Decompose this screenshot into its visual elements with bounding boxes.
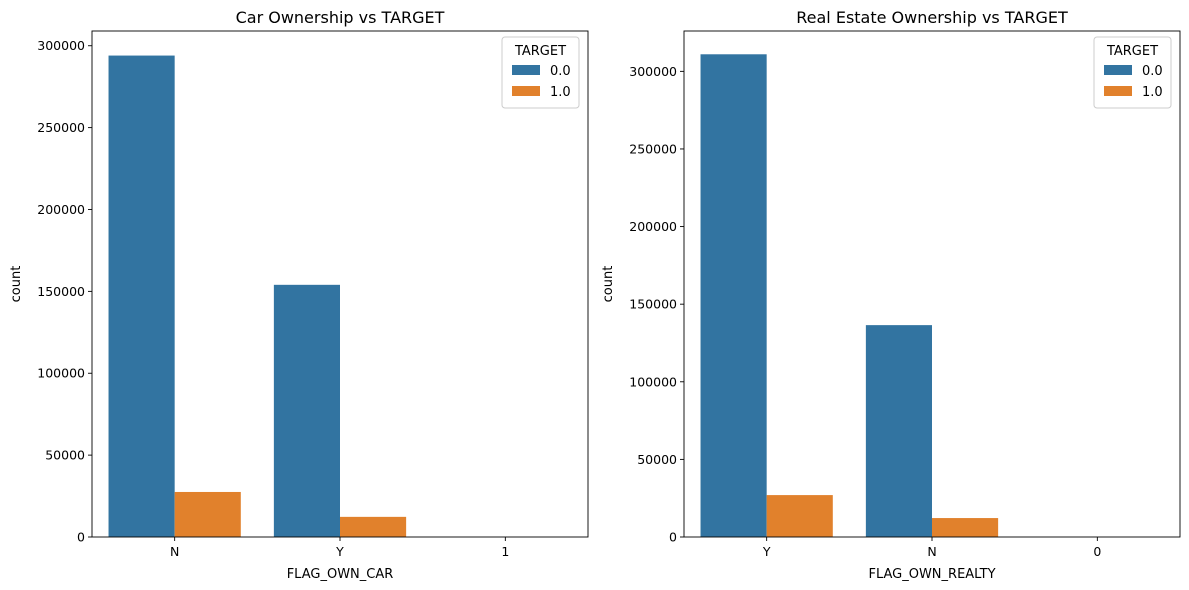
y-tick-label: 50000: [45, 448, 85, 463]
legend-title: TARGET: [514, 44, 566, 59]
y-tick-label: 200000: [629, 219, 677, 234]
y-tick-label: 300000: [629, 64, 677, 79]
y-tick-label: 150000: [37, 284, 85, 299]
legend-label: 0.0: [550, 64, 571, 79]
y-axis-label: count: [9, 266, 24, 303]
chart-title: Real Estate Ownership vs TARGET: [796, 8, 1068, 27]
legend-title: TARGET: [1106, 44, 1158, 59]
legend-label: 1.0: [1142, 85, 1163, 100]
x-tick-label: 1: [501, 544, 509, 559]
y-tick-label: 100000: [629, 374, 677, 389]
y-tick-label: 250000: [629, 141, 677, 156]
y-tick-label: 50000: [637, 452, 677, 467]
legend-swatch: [1104, 86, 1132, 96]
legend-swatch: [512, 65, 540, 75]
bar-1.0-N: [174, 491, 241, 537]
x-tick-label: N: [927, 544, 936, 559]
chart-title: Car Ownership vs TARGET: [236, 8, 445, 27]
chart-real-estate-ownership: Real Estate Ownership vs TARGET FLAG_OWN…: [601, 8, 1181, 582]
legend-swatch: [512, 86, 540, 96]
chart-car-ownership: Car Ownership vs TARGET FLAG_OWN_CAR cou…: [9, 8, 589, 582]
x-tick-label: Y: [762, 544, 771, 559]
bar-0.0-N: [865, 325, 932, 537]
y-axis-label: count: [601, 266, 616, 303]
bar-0.0-Y: [273, 284, 340, 537]
bar-1.0-Y: [766, 495, 833, 537]
y-tick-label: 0: [77, 530, 85, 545]
bar-1.0-N: [932, 518, 999, 537]
y-tick-label: 100000: [37, 366, 85, 381]
y-tick-label: 150000: [629, 297, 677, 312]
legend: TARGET 0.0 1.0: [1093, 36, 1172, 109]
legend: TARGET 0.0 1.0: [501, 36, 580, 109]
bar-1.0-Y: [340, 516, 407, 537]
bar-0.0-Y: [700, 54, 767, 538]
y-tick-label: 250000: [37, 120, 85, 135]
y-tick-label: 300000: [37, 38, 85, 53]
x-tick-label: 0: [1093, 544, 1101, 559]
x-axis-label: FLAG_OWN_CAR: [287, 567, 394, 582]
x-tick-label: Y: [335, 544, 344, 559]
legend-label: 1.0: [550, 85, 571, 100]
x-axis-label: FLAG_OWN_REALTY: [868, 567, 995, 582]
x-tick-label: N: [170, 544, 179, 559]
legend-swatch: [1104, 65, 1132, 75]
bar-0.0-N: [108, 55, 175, 537]
y-tick-label: 200000: [37, 202, 85, 217]
legend-label: 0.0: [1142, 64, 1163, 79]
y-tick-label: 0: [669, 530, 677, 545]
